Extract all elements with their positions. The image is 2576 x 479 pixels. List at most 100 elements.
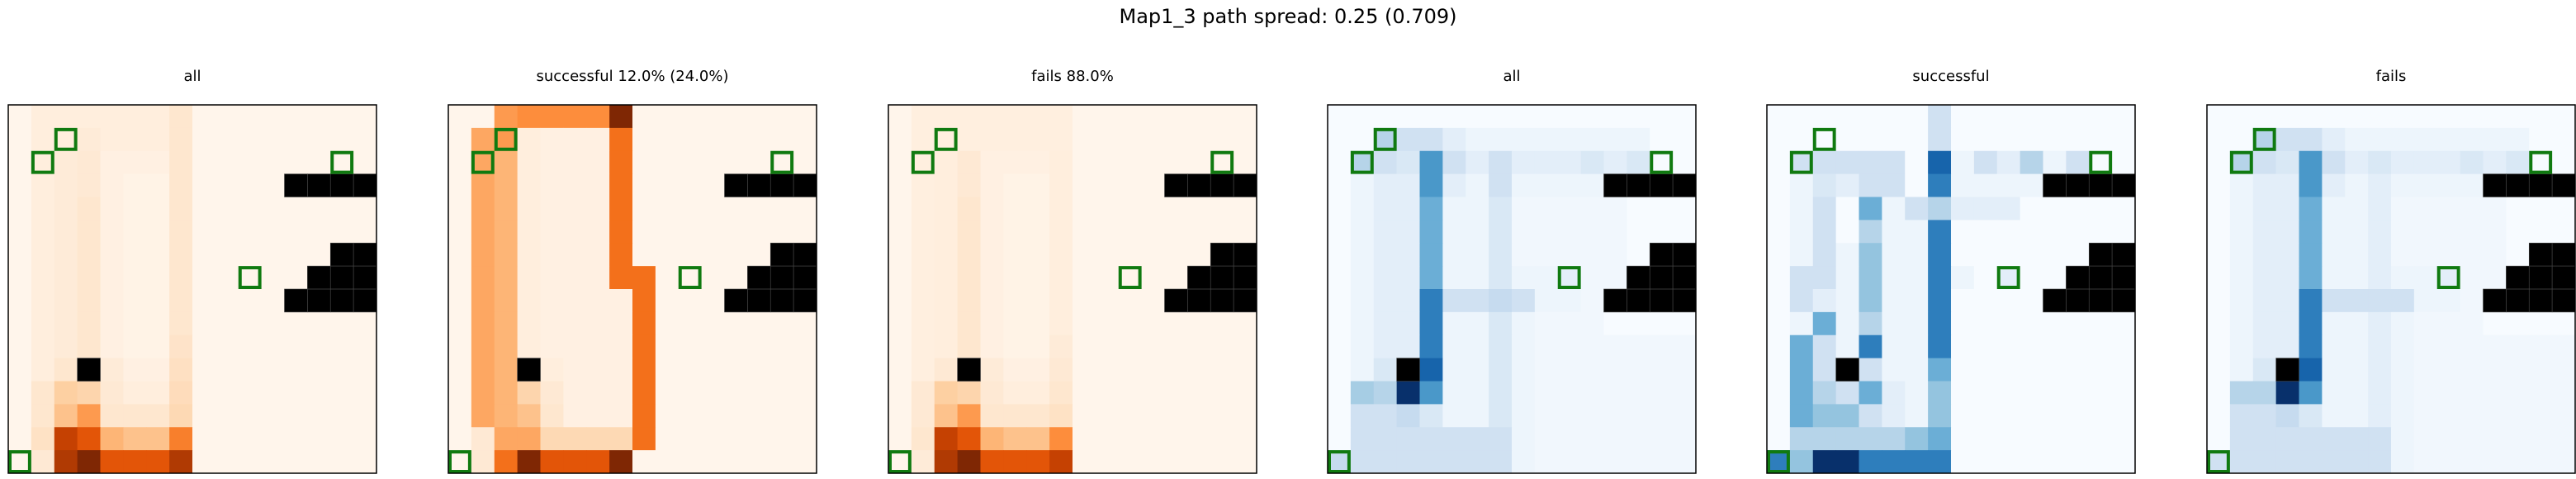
heatmap-cell — [747, 358, 771, 382]
heatmap-cell — [1118, 127, 1143, 152]
heatmap-cell — [1073, 127, 1096, 152]
heatmap-cell — [934, 358, 959, 382]
heatmap-cell — [54, 243, 78, 267]
heatmap-cell — [911, 266, 935, 290]
heatmap-cell — [1673, 105, 1697, 129]
heatmap-cell — [31, 358, 55, 382]
obstacle-cell — [2483, 289, 2507, 313]
heatmap-cell — [2506, 197, 2530, 221]
heatmap-cell — [1049, 127, 1073, 152]
obstacle-cell — [1234, 266, 1257, 290]
heatmap-cell — [1328, 427, 1352, 451]
heatmap-cell — [123, 127, 147, 152]
heatmap-cell — [448, 243, 472, 267]
heatmap-cell — [1049, 358, 1073, 382]
heatmap-cell — [1118, 150, 1143, 175]
heatmap-cell — [2020, 404, 2043, 428]
heatmap-cell — [724, 334, 748, 359]
heatmap-cell — [1141, 127, 1165, 152]
heatmap-cell — [1627, 150, 1650, 175]
axes-frame — [1766, 104, 2136, 474]
heatmap-cell — [2252, 427, 2277, 451]
heatmap-cell — [1073, 173, 1096, 197]
heatmap-cell — [123, 381, 147, 405]
heatmap-cell — [54, 220, 78, 244]
goal-marker — [911, 150, 935, 174]
heatmap-cell — [2252, 311, 2277, 336]
heatmap-cell — [1073, 150, 1096, 175]
heatmap-cell — [1350, 334, 1375, 359]
heatmap-cell — [2299, 427, 2323, 451]
heatmap-cell — [2368, 173, 2392, 197]
heatmap-cell — [2391, 289, 2415, 313]
heatmap-cell — [330, 358, 354, 382]
heatmap-cell — [2089, 404, 2113, 428]
heatmap-cell — [2436, 127, 2461, 152]
heatmap-cell — [911, 105, 935, 129]
heatmap-cell — [2275, 289, 2299, 313]
heatmap-cell — [31, 381, 55, 405]
heatmap-cell — [54, 266, 78, 290]
heatmap-cell — [2506, 243, 2530, 267]
goal-marker — [8, 450, 31, 474]
obstacle-cell — [2529, 266, 2553, 290]
heatmap-cell — [1859, 427, 1882, 451]
heatmap-cell — [77, 311, 101, 336]
heatmap-cell — [2020, 150, 2043, 175]
heatmap-cell — [2066, 150, 2090, 175]
heatmap-cell — [2413, 289, 2438, 313]
goal-marker — [1650, 150, 1674, 174]
heatmap-cell — [2483, 450, 2507, 474]
heatmap-cell — [2066, 381, 2090, 405]
heatmap-cell — [563, 243, 587, 267]
goal-marker — [770, 150, 794, 174]
heatmap-cell — [192, 105, 216, 129]
heatmap-cell — [1003, 197, 1027, 221]
obstacle-cell — [1627, 266, 1650, 290]
heatmap-cell — [1928, 127, 1952, 152]
heatmap-cell — [701, 266, 725, 290]
heatmap-cell — [1603, 450, 1627, 474]
goal-marker — [1812, 127, 1836, 151]
heatmap-cell — [2299, 450, 2323, 474]
heatmap-cell — [2436, 450, 2461, 474]
heatmap-cell — [747, 334, 771, 359]
heatmap-cell — [261, 358, 285, 382]
heatmap-cell — [1973, 334, 1998, 359]
heatmap-cell — [2020, 266, 2043, 290]
obstacle-cell-edge — [517, 358, 541, 382]
heatmap-cell — [1627, 105, 1650, 129]
heatmap-cell — [2552, 450, 2576, 474]
heatmap-cell — [2483, 358, 2507, 382]
heatmap-cell — [31, 289, 55, 313]
heatmap-cell — [1141, 173, 1165, 197]
heatmap-cell — [1073, 404, 1096, 428]
heatmap-cell — [888, 358, 912, 382]
heatmap-cell — [146, 334, 170, 359]
heatmap-cell — [307, 127, 331, 152]
heatmap-cell — [1328, 243, 1352, 267]
heatmap-cell — [1557, 220, 1582, 244]
heatmap-cell — [123, 197, 147, 221]
heatmap-cell — [1928, 105, 1952, 129]
heatmap-cell — [655, 243, 680, 267]
heatmap-cell — [1026, 427, 1050, 451]
heatmap-cell — [1905, 220, 1929, 244]
heatmap-cell — [1928, 311, 1952, 336]
heatmap-cell — [1973, 289, 1998, 313]
heatmap-cell — [655, 358, 680, 382]
obstacle-cell — [2552, 289, 2576, 313]
heatmap-cell — [1580, 358, 1604, 382]
heatmap-cell — [1118, 197, 1143, 221]
heatmap-cell — [1003, 311, 1027, 336]
obstacle-cell — [770, 266, 794, 290]
heatmap-cell — [215, 220, 239, 244]
heatmap-cell — [1026, 311, 1050, 336]
heatmap-cell — [1928, 150, 1952, 175]
heatmap-cell — [517, 450, 541, 474]
heatmap-cell — [1603, 105, 1627, 129]
heatmap-cell — [1073, 334, 1096, 359]
heatmap-cell — [1996, 427, 2021, 451]
heatmap-cell — [2529, 127, 2553, 152]
heatmap-cell — [1210, 358, 1234, 382]
